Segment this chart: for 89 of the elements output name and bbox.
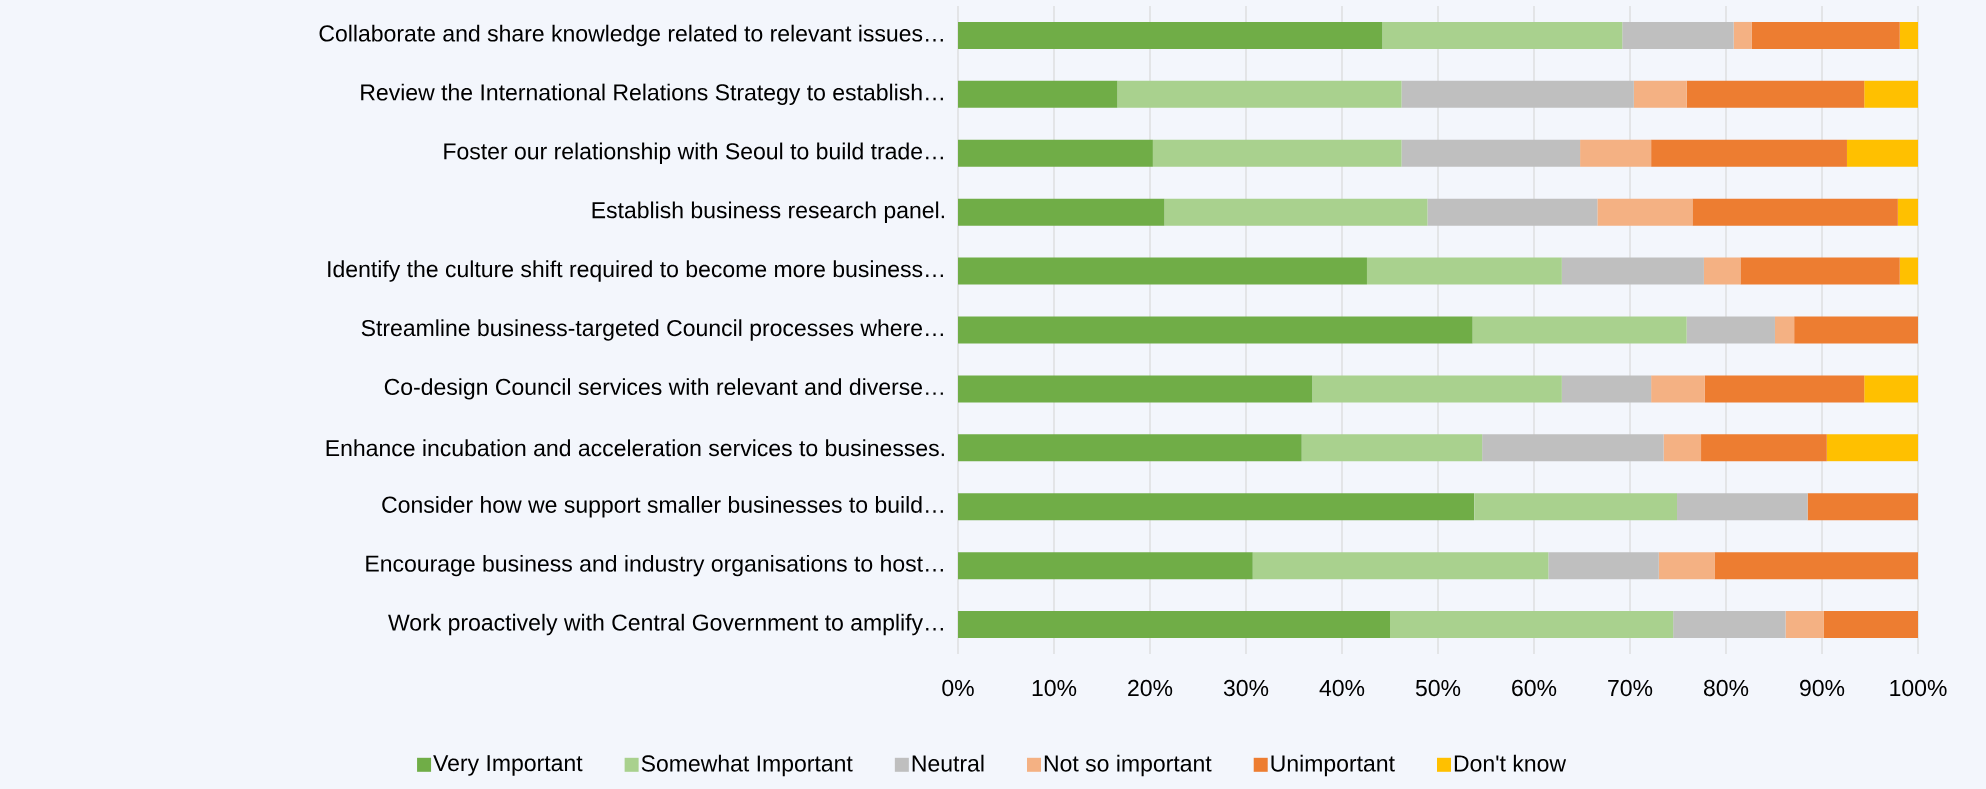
bar: [1794, 316, 1918, 344]
bar: [1686, 316, 1775, 344]
bar: [1823, 611, 1918, 639]
bar: [1427, 198, 1598, 226]
x-tick-label: 40%: [1319, 679, 1365, 697]
bar: [1686, 80, 1865, 108]
bar: [1474, 493, 1678, 521]
bar: [1301, 434, 1483, 462]
y-tick-label: Establish business research panel.: [592, 201, 944, 223]
bar: [958, 21, 1383, 49]
bar: [1774, 316, 1795, 344]
bar: [958, 198, 1165, 226]
y-tick-label: Collaborate and share knowledge related to relevant issues…: [319, 24, 943, 47]
bar: [1472, 316, 1687, 344]
y-tick-label: Review the International Relations Strategy to establish…: [361, 83, 943, 106]
x-tick-label: 90%: [1800, 679, 1845, 697]
bar: [1897, 198, 1918, 226]
legend-label: Neutral: [912, 754, 984, 772]
bar: [958, 552, 1253, 580]
bar: [1382, 21, 1623, 49]
bar: [1846, 139, 1918, 167]
y-tick-label: Encourage business and industry organisations to host…: [366, 554, 943, 577]
legend-label: Unimportant: [1271, 754, 1395, 777]
bar: [1899, 257, 1918, 285]
bar: [1401, 80, 1634, 108]
bar: [958, 434, 1302, 462]
legend-label: Somewhat Important: [641, 754, 853, 777]
y-tick-label: Identify the culture shift required to become more business…: [328, 260, 943, 282]
y-tick-label: Foster our relationship with Seoul to build trade…: [444, 142, 943, 164]
bar: [1733, 21, 1752, 49]
y-tick-label: Enhance incubation and acceleration services to businesses.: [326, 439, 944, 457]
bar: [1580, 139, 1652, 167]
bar: [1561, 257, 1704, 285]
bar: [1864, 80, 1918, 108]
legend-label: Very Important: [433, 755, 583, 776]
bar: [1152, 139, 1402, 167]
bar: [1714, 552, 1918, 580]
bar: [1312, 375, 1562, 403]
bar: [1651, 139, 1847, 167]
y-tick-label: Co-design Council services with relevant and diverse…: [384, 378, 943, 400]
bar: [1704, 375, 1865, 403]
bar: [1785, 611, 1824, 639]
bar: [1677, 493, 1808, 521]
bar: [1622, 21, 1734, 49]
bar: [1899, 21, 1918, 49]
y-tick-label: Consider how we support smaller businesses to build…: [382, 496, 943, 518]
bar: [958, 493, 1475, 521]
bar: [1751, 21, 1900, 49]
bar: [958, 375, 1313, 403]
legend-label: Don't know: [1454, 754, 1567, 772]
legend-label: Not so important: [1044, 754, 1212, 777]
bar: [1703, 257, 1741, 285]
x-tick-label: 100%: [1890, 679, 1947, 697]
bar: [1807, 493, 1918, 521]
x-tick-label: 0%: [942, 679, 974, 697]
bar: [1164, 198, 1428, 226]
y-tick-label: Work proactively with Central Government to amplify…: [388, 613, 943, 636]
x-tick-label: 10%: [1032, 679, 1077, 697]
y-tick-label: Streamline business-targeted Council processes where…: [361, 319, 943, 341]
bar: [1740, 257, 1900, 285]
bar: [1826, 434, 1918, 462]
bar: [1658, 552, 1715, 580]
bar: [1401, 139, 1581, 167]
bar: [1482, 434, 1664, 462]
bar: [958, 80, 1118, 108]
bar: [958, 611, 1390, 639]
x-tick-label: 20%: [1128, 679, 1173, 697]
x-tick-label: 30%: [1223, 679, 1269, 697]
bar: [1252, 552, 1549, 580]
bar: [958, 316, 1473, 344]
bar: [1651, 375, 1705, 403]
bar: [1633, 80, 1687, 108]
x-tick-label: 50%: [1415, 679, 1461, 697]
bar: [1673, 611, 1786, 639]
bar: [1561, 375, 1652, 403]
x-tick-label: 80%: [1703, 679, 1749, 697]
bar: [1390, 611, 1674, 639]
bar: [1864, 375, 1918, 403]
bar: [1548, 552, 1659, 580]
x-tick-label: 60%: [1512, 679, 1557, 697]
bar: [1597, 198, 1693, 226]
bar: [958, 257, 1367, 285]
bar: [1701, 434, 1827, 462]
bar: [1663, 434, 1702, 462]
bar: [1692, 198, 1898, 226]
bar: [1117, 80, 1402, 108]
bar: [958, 139, 1153, 167]
x-tick-label: 70%: [1608, 679, 1653, 697]
bar: [1366, 257, 1562, 285]
